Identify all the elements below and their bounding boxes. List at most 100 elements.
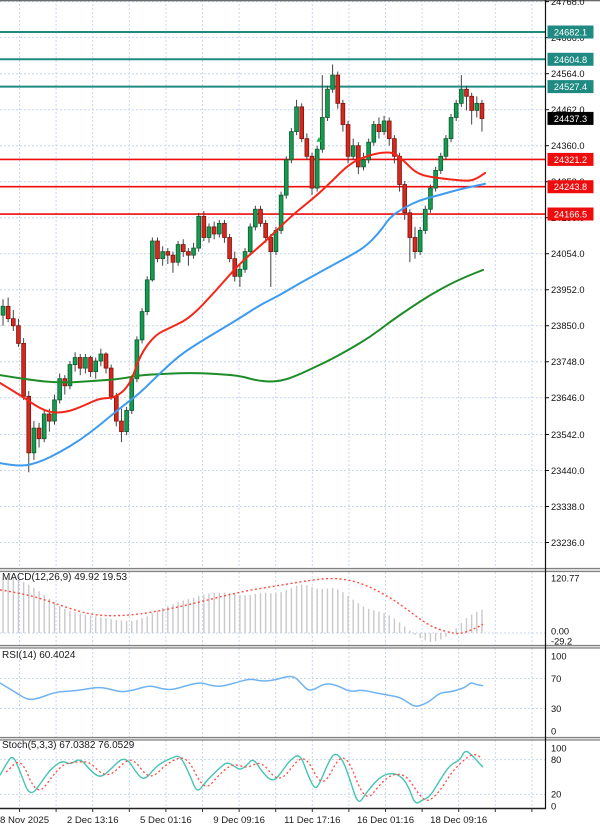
candle-down xyxy=(397,155,402,185)
candle-down xyxy=(201,215,207,238)
panel-splitter[interactable] xyxy=(0,737,600,741)
price-tick-label: 23850.0 xyxy=(551,321,585,331)
candle-down xyxy=(21,342,26,397)
resistance-price-label: 24604.8 xyxy=(554,55,587,65)
stoch-panel xyxy=(0,750,545,804)
candle-down xyxy=(309,155,315,189)
candle-up xyxy=(325,88,330,118)
candle-up xyxy=(41,413,47,440)
candle-up xyxy=(283,159,289,196)
rsi-panel xyxy=(0,675,545,709)
candle-down xyxy=(412,237,418,253)
stoch-axis-label: 0 xyxy=(551,801,556,811)
candle-down xyxy=(108,367,114,397)
macd-axis-label: 120.77 xyxy=(551,573,579,583)
macd-axis-label: 0.00 xyxy=(551,626,569,636)
support-price-label: 24321.2 xyxy=(554,155,587,165)
support-price-label-box xyxy=(547,152,594,166)
stoch-axis-label: 100 xyxy=(551,743,567,753)
resistance-price-label-box xyxy=(547,25,594,39)
candle-up xyxy=(443,138,449,157)
ma-mid-blue-line xyxy=(0,182,486,467)
candle-down xyxy=(464,88,469,97)
support-price-label: 24166.5 xyxy=(554,210,587,220)
panel-splitter[interactable] xyxy=(0,645,600,649)
candle-down xyxy=(376,124,382,132)
time-scale[interactable]: 8 Nov 2025 2 Dec 13:16 5 Dec 01:16 9 Dec 09… xyxy=(0,808,533,827)
price-tick-label: 24360.0 xyxy=(551,141,585,151)
candle-up xyxy=(474,102,480,111)
candle-up xyxy=(160,251,165,260)
time-gridlines xyxy=(19,0,533,809)
stoch-axis-label: 20 xyxy=(551,790,561,800)
time-axis-label: 9 Dec 09:16 xyxy=(213,815,265,826)
candle-up xyxy=(361,159,366,168)
candle-down xyxy=(402,184,407,214)
support-price-label-box xyxy=(547,180,594,194)
candle-down xyxy=(392,138,397,157)
rsi-axis-label: 30 xyxy=(551,704,561,714)
signal-marker xyxy=(316,137,322,142)
price-tick-label: 24054.0 xyxy=(551,249,585,259)
candle-down xyxy=(299,106,304,140)
macd-axis-label: -29.2 xyxy=(551,636,572,646)
candle-down xyxy=(10,318,16,327)
candle-up xyxy=(448,117,454,140)
candle-up xyxy=(314,148,320,189)
time-axis-label: 11 Dec 17:16 xyxy=(284,815,340,826)
candle-down xyxy=(16,325,21,344)
support-price-label-box xyxy=(547,207,594,221)
candle-up xyxy=(93,360,99,373)
candle-up xyxy=(139,311,145,341)
candle-up xyxy=(438,155,444,171)
candle-down xyxy=(469,95,474,111)
candle-up xyxy=(330,74,335,90)
candle-up xyxy=(366,141,371,161)
candle-down xyxy=(268,237,274,253)
support-price-label: 24243.8 xyxy=(554,182,587,192)
candle-up xyxy=(175,244,181,263)
macd-panel xyxy=(0,577,545,642)
level-lines xyxy=(0,31,545,215)
price-tick-label: 23236.0 xyxy=(551,538,585,548)
panel-splitter[interactable] xyxy=(0,568,600,572)
price-tick-label: 23440.0 xyxy=(551,466,585,476)
current-price-label: 24437.3 xyxy=(554,114,587,124)
candle-down xyxy=(263,222,268,238)
candle-up xyxy=(371,124,377,143)
candle-up xyxy=(150,240,155,281)
rsi-line xyxy=(0,675,484,707)
candle-down xyxy=(304,138,310,157)
price-tick-label: 23646.0 xyxy=(551,393,585,403)
candle-down xyxy=(77,357,83,369)
stoch-k-line xyxy=(0,750,484,804)
candle-down xyxy=(180,244,186,253)
candle-up xyxy=(417,230,423,253)
candle-down xyxy=(479,102,485,119)
candle-up xyxy=(453,102,459,118)
candle-down xyxy=(258,208,263,224)
candle-down xyxy=(227,237,232,260)
price-tick-label: 23952.0 xyxy=(551,285,585,295)
ma-mid-blue-line xyxy=(0,182,486,467)
price-tick-label: 23542.0 xyxy=(551,430,585,440)
candle-up xyxy=(129,378,135,411)
price-scale[interactable]: 24768.024666.024564.024462.024360.024258… xyxy=(545,0,594,548)
stoch-indicator-label: Stoch(5,3,3) 67.0382 76.0529 xyxy=(2,740,135,751)
candle-up xyxy=(247,226,253,253)
resistance-price-label-box xyxy=(547,52,594,66)
candle-down xyxy=(345,124,351,157)
candle-up xyxy=(459,88,464,104)
time-axis-label: 5 Dec 01:16 xyxy=(140,815,192,826)
panel-separators xyxy=(0,0,600,810)
candle-up xyxy=(422,208,428,231)
candle-down xyxy=(119,420,124,433)
time-axis-label: 18 Dec 09:16 xyxy=(430,815,487,826)
candle-down xyxy=(47,413,52,422)
current-price-label-box xyxy=(547,111,594,125)
candle-down xyxy=(386,120,392,140)
candle-down xyxy=(88,357,93,373)
